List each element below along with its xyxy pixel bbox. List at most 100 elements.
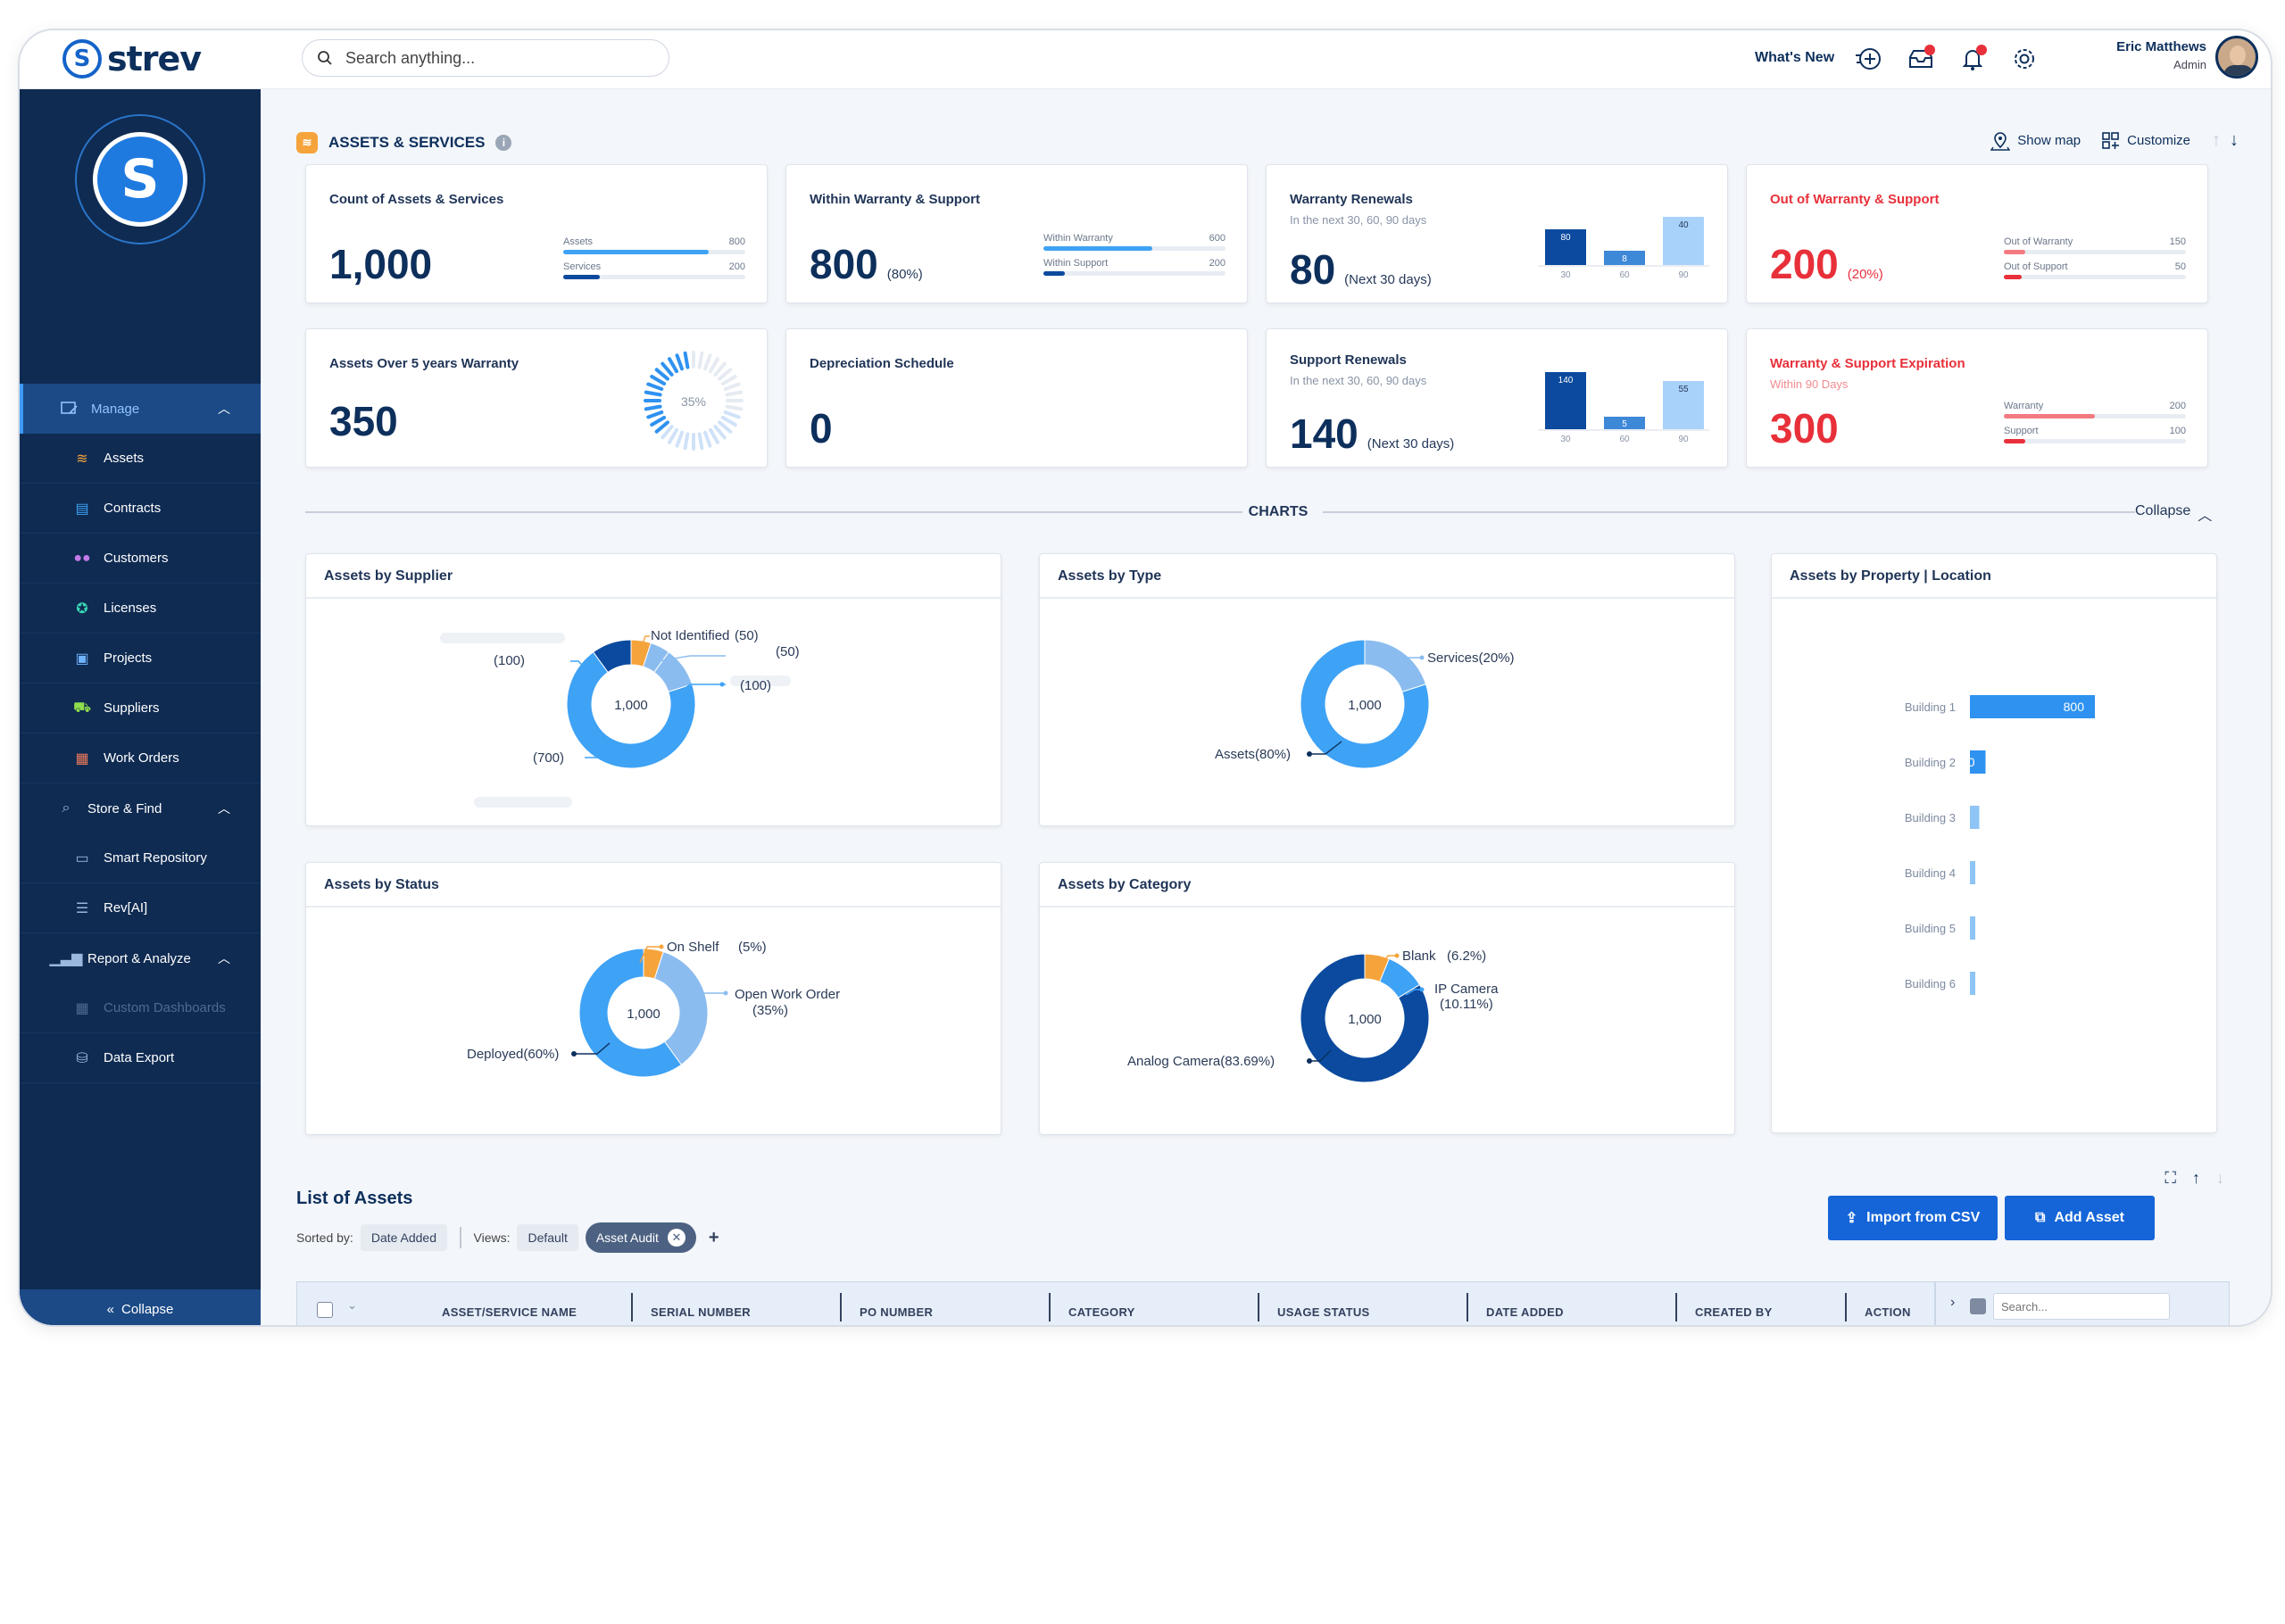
- avatar[interactable]: [2215, 36, 2258, 79]
- expand-icon[interactable]: ⛶: [2165, 1169, 2176, 1187]
- sidebar-item-projects[interactable]: ▣ Projects: [20, 634, 261, 684]
- sidebar-item-label: Rev[AI]: [104, 900, 148, 916]
- gauge-tick: [725, 404, 744, 411]
- close-icon[interactable]: ✕: [667, 1229, 686, 1247]
- work-order-icon: ▦: [75, 750, 89, 766]
- view-chip-default[interactable]: Default: [517, 1224, 578, 1251]
- kpi-subtitle: In the next 30, 60, 90 days: [1290, 213, 1427, 227]
- slice-label: On Shelf: [667, 940, 719, 955]
- nav-section-manage[interactable]: Manage ︿: [20, 384, 261, 434]
- category-tick-label: Building 5: [1905, 922, 1956, 935]
- sidebar-item-rev-ai[interactable]: ☰ Rev[AI]: [20, 883, 261, 933]
- map-pin-icon: [1990, 131, 2011, 151]
- kpi-card-over-5-years[interactable]: Assets Over 5 years Warranty 350 35%: [305, 328, 768, 468]
- global-search[interactable]: [302, 39, 669, 77]
- gauge-tick: [723, 410, 741, 419]
- bar[interactable]: [1970, 750, 1986, 774]
- arrow-down-icon[interactable]: ↓: [2230, 130, 2239, 150]
- sidebar-item-suppliers[interactable]: ⛟ Suppliers: [20, 684, 261, 733]
- brand-logo[interactable]: S strev: [62, 39, 202, 79]
- sidebar-item-contracts[interactable]: ▤ Contracts: [20, 484, 261, 534]
- svg-text:55: 55: [1678, 385, 1689, 394]
- sidebar-item-work-orders[interactable]: ▦ Work Orders: [20, 733, 261, 783]
- bar-90: [1663, 381, 1704, 429]
- customize-button[interactable]: Customize: [2102, 131, 2190, 150]
- bell-icon[interactable]: [1955, 41, 1990, 77]
- table-search-input[interactable]: [1993, 1293, 2170, 1320]
- sidebar-item-smart-repository[interactable]: ▭ Smart Repository: [20, 833, 261, 883]
- kpi-card-expiration[interactable]: Warranty & Support Expiration Within 90 …: [1746, 328, 2208, 468]
- column-header[interactable]: CATEGORY: [1068, 1305, 1135, 1319]
- chevron-down-icon[interactable]: ⌄: [347, 1298, 357, 1312]
- slice-label: (35%): [752, 1003, 788, 1018]
- arrow-up-icon[interactable]: ↑: [2212, 130, 2221, 150]
- layers-icon: ≋: [76, 451, 88, 467]
- svg-text:80: 80: [1560, 233, 1571, 243]
- kpi-title: Within Warranty & Support: [810, 192, 980, 207]
- logo-text: strev: [107, 39, 202, 79]
- column-header[interactable]: USAGE STATUS: [1277, 1305, 1370, 1319]
- search-docs-icon: ⌕: [62, 800, 71, 816]
- sort-chip[interactable]: Date Added: [360, 1224, 447, 1251]
- nav-section-report-analyze[interactable]: ▁▃▆ Report & Analyze ︿: [20, 933, 261, 983]
- svg-text:30: 30: [1560, 270, 1571, 280]
- warranty-renewals-mini-chart: 80 8 40 30 60 90: [1538, 217, 1709, 280]
- sidebar-item-custom-dashboards[interactable]: ▦ Custom Dashboards: [20, 983, 261, 1033]
- slice-label: Open Work Order: [735, 987, 840, 1002]
- sorted-by-label: Sorted by:: [296, 1230, 353, 1245]
- column-header[interactable]: PO NUMBER: [860, 1305, 934, 1319]
- inbox-icon[interactable]: [1903, 41, 1939, 77]
- arrow-up-icon[interactable]: ↑: [2192, 1169, 2200, 1187]
- info-icon[interactable]: i: [495, 135, 512, 151]
- charts-collapse-button[interactable]: Collapse ︿: [2135, 503, 2212, 525]
- sidebar-item-label: Custom Dashboards: [104, 1000, 226, 1015]
- slice-label: (50): [776, 644, 800, 659]
- column-header[interactable]: ACTION: [1865, 1305, 1911, 1319]
- kpi-card-count[interactable]: Count of Assets & Services 1,000 Assets 8…: [305, 164, 768, 303]
- bar[interactable]: [1970, 916, 1975, 940]
- add-view-icon[interactable]: +: [708, 1227, 719, 1247]
- bar[interactable]: [1970, 806, 1980, 829]
- search-input[interactable]: [345, 48, 631, 68]
- table-header: ⌄ ASSET/SERVICE NAME SERIAL NUMBER PO NU…: [296, 1281, 2230, 1325]
- column-header[interactable]: ASSET/SERVICE NAME: [442, 1305, 577, 1319]
- nav-section-store-find[interactable]: ⌕ Store & Find ︿: [20, 783, 261, 833]
- select-all-checkbox[interactable]: [317, 1302, 333, 1318]
- kpi-card-depreciation[interactable]: Depreciation Schedule 0: [785, 328, 1248, 468]
- kpi-card-out-of-warranty[interactable]: Out of Warranty & Support 200 (20%) Out o…: [1746, 164, 2208, 303]
- sidebar-item-data-export[interactable]: ⛁ Data Export: [20, 1033, 261, 1083]
- donut-slice[interactable]: [1300, 953, 1430, 1083]
- whats-new-link[interactable]: What's New: [1755, 50, 1835, 65]
- svg-text:8: 8: [1622, 254, 1627, 264]
- bar[interactable]: [1970, 695, 2095, 718]
- gauge-tick: [725, 390, 744, 397]
- chevron-right-icon[interactable]: ›: [1950, 1295, 1956, 1310]
- kpi-card-within-warranty[interactable]: Within Warranty & Support 800 (80%) Withi…: [785, 164, 1248, 303]
- import-csv-button[interactable]: ⇪ Import from CSV: [1828, 1196, 1998, 1240]
- slice-label: Services(20%): [1427, 650, 1515, 666]
- sidebar-item-customers[interactable]: ●● Customers: [20, 534, 261, 584]
- sidebar-collapse-button[interactable]: « Collapse: [20, 1289, 261, 1325]
- document-icon: ▤: [75, 501, 89, 517]
- column-toggle-icon[interactable]: [1970, 1298, 1986, 1314]
- column-header[interactable]: SERIAL NUMBER: [651, 1305, 752, 1319]
- bar[interactable]: [1970, 972, 1975, 995]
- column-header[interactable]: DATE ADDED: [1486, 1305, 1564, 1319]
- sidebar-item-assets[interactable]: ≋ Assets: [20, 434, 261, 484]
- settings-gear-icon[interactable]: [2007, 41, 2042, 77]
- kpi-card-warranty-renewals[interactable]: Warranty Renewals In the next 30, 60, 90…: [1266, 164, 1728, 303]
- arrow-down-icon[interactable]: ↓: [2216, 1169, 2224, 1187]
- kpi-card-support-renewals[interactable]: Support Renewals In the next 30, 60, 90 …: [1266, 328, 1728, 468]
- view-chip-asset-audit[interactable]: Asset Audit ✕: [585, 1222, 696, 1253]
- show-map-button[interactable]: Show map: [1990, 131, 2081, 151]
- add-asset-button[interactable]: ⧉ Add Asset: [2005, 1196, 2155, 1240]
- clipboard-icon: ▣: [75, 650, 89, 667]
- add-icon[interactable]: [1851, 41, 1887, 77]
- sidebar-item-licenses[interactable]: ✪ Licenses: [20, 584, 261, 634]
- column-header[interactable]: CREATED BY: [1695, 1305, 1773, 1319]
- bar[interactable]: [1970, 861, 1975, 884]
- svg-text:60: 60: [1619, 435, 1630, 444]
- user-menu[interactable]: Eric Matthews Admin: [2081, 39, 2206, 71]
- gauge-tick: [709, 357, 719, 374]
- gauge-tick: [668, 427, 678, 444]
